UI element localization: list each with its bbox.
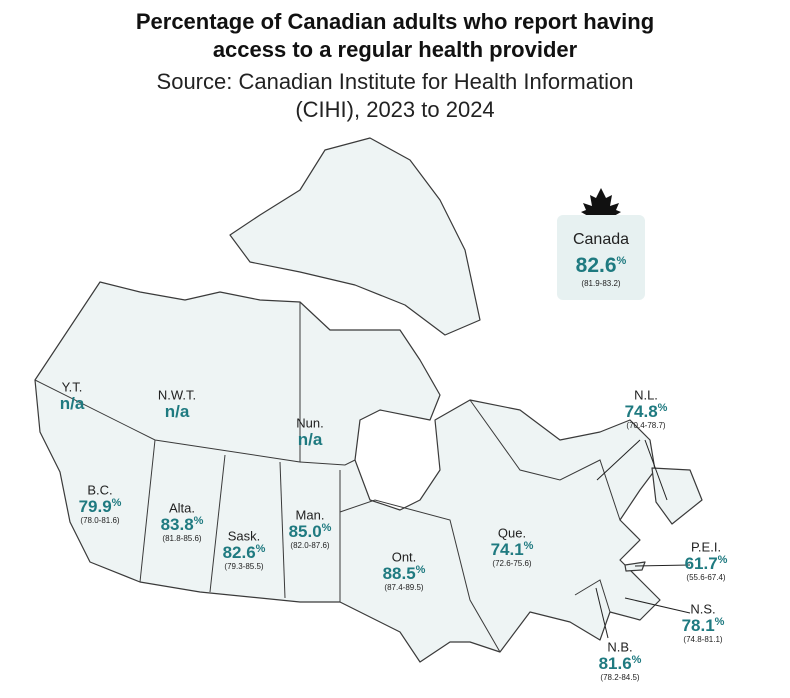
region-value: 83.8% xyxy=(161,515,204,535)
value: 81.6 xyxy=(599,654,632,673)
range: (55.6-67.4) xyxy=(686,573,725,582)
region-value: 82.6% xyxy=(223,543,266,563)
region-name: Man. xyxy=(296,507,325,522)
unit: % xyxy=(658,402,668,414)
region-value: 61.7% xyxy=(685,554,728,574)
region-name: Sask. xyxy=(228,528,261,543)
mainland xyxy=(34,281,661,663)
unit: % xyxy=(718,554,728,566)
unit: % xyxy=(112,497,122,509)
region-value: 78.1% xyxy=(682,616,725,636)
range: (78.2-84.5) xyxy=(600,673,639,682)
range: (72.6-75.6) xyxy=(492,559,531,568)
region-name: N.B. xyxy=(607,639,632,654)
region-name: N.S. xyxy=(690,601,715,616)
region-name: N.W.T. xyxy=(158,387,196,402)
value: 83.8 xyxy=(161,515,194,534)
value: 82.6 xyxy=(223,543,256,562)
value: n/a xyxy=(298,430,323,449)
region-name: Alta. xyxy=(169,500,195,515)
national-box xyxy=(557,215,645,300)
leader-lines xyxy=(595,439,691,639)
unit: % xyxy=(632,654,642,666)
arctic-islands xyxy=(229,137,481,336)
range: (70.4-78.7) xyxy=(626,421,665,430)
value: 85.0 xyxy=(289,522,322,541)
borders xyxy=(34,302,621,653)
value: n/a xyxy=(165,402,190,421)
range: (81.8-85.6) xyxy=(162,534,201,543)
range: (87.4-89.5) xyxy=(384,583,423,592)
value: 78.1 xyxy=(682,616,715,635)
unit: % xyxy=(416,564,426,576)
unit: % xyxy=(194,515,204,527)
region-value: 79.9% xyxy=(79,497,122,517)
range: (81.9-83.2) xyxy=(581,279,620,288)
region-value: 88.5% xyxy=(383,564,426,584)
region-value: n/a xyxy=(165,402,190,421)
range: (78.0-81.6) xyxy=(80,516,119,525)
region-name: Canada xyxy=(573,231,629,248)
region-name: Y.T. xyxy=(62,379,83,394)
range: (79.3-85.5) xyxy=(224,562,263,571)
region-name: Que. xyxy=(498,525,526,540)
region-value: 74.8% xyxy=(625,402,668,422)
region-name: Ont. xyxy=(392,549,417,564)
value: 82.6 xyxy=(576,254,617,277)
maple-leaf xyxy=(581,188,621,228)
region-name: Nun. xyxy=(296,415,323,430)
title: Percentage of Canadian adults who report… xyxy=(135,9,655,62)
unit: % xyxy=(322,522,332,534)
range: (74.8-81.1) xyxy=(683,635,722,644)
value: 74.8 xyxy=(625,402,658,421)
region-value: 82.6% xyxy=(576,254,627,277)
subtitle: Source: Canadian Institute for Health In… xyxy=(156,69,634,122)
unit: % xyxy=(256,543,266,555)
value: 88.5 xyxy=(383,564,416,583)
newfoundland xyxy=(651,467,703,525)
region-value: n/a xyxy=(60,394,85,413)
region-value: 81.6% xyxy=(599,654,642,674)
value: 61.7 xyxy=(685,554,718,573)
region-value: 85.0% xyxy=(289,522,332,542)
pei xyxy=(624,561,646,572)
unit: % xyxy=(617,255,627,267)
unit: % xyxy=(524,540,534,552)
value: 79.9 xyxy=(79,497,112,516)
region-name: P.E.I. xyxy=(691,539,721,554)
value: n/a xyxy=(60,394,85,413)
value: 74.1 xyxy=(491,540,524,559)
region-value: 74.1% xyxy=(491,540,534,560)
range: (82.0-87.6) xyxy=(290,541,329,550)
region-name: B.C. xyxy=(87,482,112,497)
region-value: n/a xyxy=(298,430,323,449)
region-name: N.L. xyxy=(634,387,658,402)
unit: % xyxy=(715,616,725,628)
